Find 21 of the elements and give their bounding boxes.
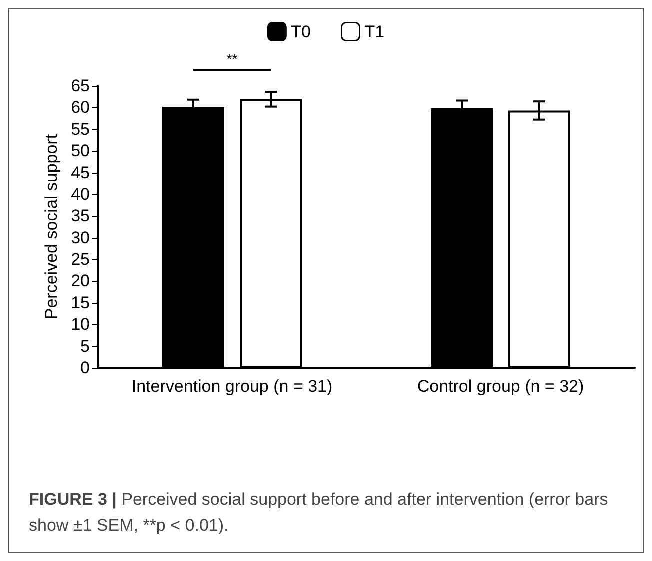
caption: FIGURE 3 | Perceived social support before and after intervention (error bars show ±1 SEM, **p < 0.01). <box>29 489 610 537</box>
y-tick-label: 45 <box>71 163 90 182</box>
x-tick-label: Control group (n = 32) <box>417 377 584 396</box>
y-tick-label: 20 <box>71 272 90 291</box>
y-axis-title: Perceived social support <box>42 134 61 320</box>
y-tick-label: 5 <box>80 336 90 356</box>
y-tick-label: 60 <box>71 98 90 118</box>
y-tick-label: 35 <box>71 206 90 226</box>
y-tick-label: 15 <box>71 293 90 312</box>
legend-label: T0 <box>291 22 312 42</box>
text: ** <box>226 51 238 67</box>
y-tick-label: 50 <box>71 142 90 161</box>
y-tick-label: 30 <box>71 228 90 248</box>
y-tick-label: 55 <box>71 120 90 139</box>
y-tick-label: 10 <box>71 315 90 334</box>
y-tick-label: 65 <box>71 76 90 96</box>
x-tick-label: Intervention group (n = 31) <box>132 377 333 396</box>
y-tick-label: 25 <box>71 250 90 270</box>
legend-label: T1 <box>364 22 385 42</box>
y-tick-label: 40 <box>71 184 90 204</box>
y-tick-label: 0 <box>80 358 90 378</box>
